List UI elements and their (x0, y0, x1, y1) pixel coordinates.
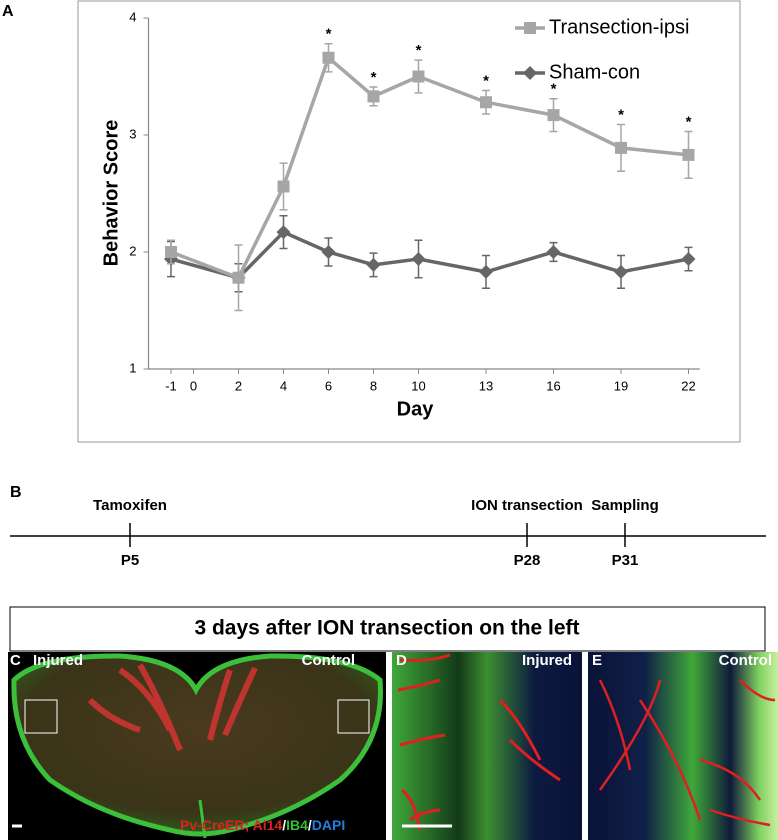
marker (412, 70, 425, 83)
marker (615, 141, 627, 154)
series-line (170, 230, 689, 280)
brain-slice (11, 653, 383, 837)
significance: * (618, 106, 624, 123)
event-label: Sampling (591, 497, 659, 514)
panel-label: A (2, 3, 14, 20)
y-tick-label: 3 (129, 126, 136, 141)
marker (479, 264, 493, 279)
stain: DAPI (312, 817, 345, 833)
x-tick-label: 10 (411, 378, 425, 393)
y-tick-label: 4 (129, 9, 136, 24)
marker (547, 109, 560, 122)
marker (232, 271, 245, 284)
marker (546, 245, 561, 259)
marker (321, 245, 336, 259)
event-age: P5 (121, 552, 139, 569)
marker (480, 96, 492, 109)
x-tick-label: 6 (325, 378, 332, 393)
marker (276, 225, 291, 240)
plot: 1 2 3 4 -1 0 2 4 6 8 10 13 16 19 22 * * * * * * * Transection-… (129, 9, 700, 393)
event-label: ION transection (471, 497, 583, 514)
y-axis-label: Behavior Score (100, 120, 122, 267)
image-e: E Control (588, 652, 778, 840)
red-fibers (397, 653, 561, 831)
red-fibers (598, 679, 776, 827)
x-tick-label: 19 (614, 378, 628, 393)
x-tick-label: 4 (280, 378, 287, 393)
stain: / (282, 817, 286, 833)
inset-box (337, 699, 370, 734)
stain: / (308, 817, 312, 833)
marker (277, 180, 290, 193)
legend-label: Sham-con (549, 61, 640, 83)
series-line (170, 54, 689, 280)
panel-label: C (10, 652, 21, 669)
event-age: P31 (612, 552, 639, 569)
y-tick-label: 2 (129, 243, 136, 258)
event-age: P28 (514, 552, 541, 569)
x-tick-label: 16 (546, 378, 560, 393)
x-tick-label: 22 (681, 378, 695, 393)
x-axis-label: Day (397, 398, 435, 420)
panel-label: E (592, 652, 602, 669)
image-label: Control (719, 652, 772, 669)
panel-label: D (396, 652, 407, 669)
significance: * (326, 26, 332, 43)
x-tick-label: -1 (165, 378, 177, 393)
image-label: Injured (33, 652, 83, 669)
event-label: Tamoxifen (93, 497, 167, 514)
legend-label: Transection-ipsi (549, 16, 689, 38)
x-tick-label: 13 (479, 378, 493, 393)
stain-label: Pv-CreER; Ai14/IB4/DAPI (180, 817, 345, 833)
significance: * (416, 42, 422, 59)
marker (682, 148, 695, 161)
marker (681, 252, 696, 267)
image-bg (392, 652, 582, 840)
x-tick-label: 0 (190, 378, 197, 393)
timeline: B Tamoxifen P5 ION transection P28 Sampling P… (10, 484, 766, 569)
images-title: 3 days after ION transection on the left (194, 617, 579, 640)
significance: * (551, 81, 557, 98)
stain: Pv-CreER; Ai14 (180, 817, 282, 833)
image-label: Control (302, 652, 355, 669)
image-d: D Injured (392, 652, 582, 840)
inset-box (24, 699, 58, 734)
marker (366, 257, 381, 272)
panel-label: B (10, 484, 22, 501)
significance: * (686, 113, 692, 130)
image-c: C Injured Control Pv-CreER; Ai14/IB4/DAP… (8, 652, 386, 840)
red-fibers (87, 663, 258, 752)
significance: * (483, 73, 489, 90)
marker (614, 264, 628, 279)
marker (411, 252, 426, 267)
x-tick-label: 2 (235, 378, 242, 393)
marker (165, 246, 177, 258)
marker (367, 90, 380, 103)
x-tick-label: 8 (370, 378, 377, 393)
chart-frame (77, 0, 741, 443)
image-bg (588, 652, 778, 840)
marker (524, 22, 536, 34)
stain: IB4 (286, 817, 308, 833)
marker (523, 66, 537, 80)
title-box (9, 606, 766, 652)
marker (322, 51, 335, 64)
green-fiber (198, 799, 207, 839)
image-label: Injured (522, 652, 572, 669)
y-tick-label: 1 (129, 360, 136, 375)
significance: * (371, 69, 377, 86)
